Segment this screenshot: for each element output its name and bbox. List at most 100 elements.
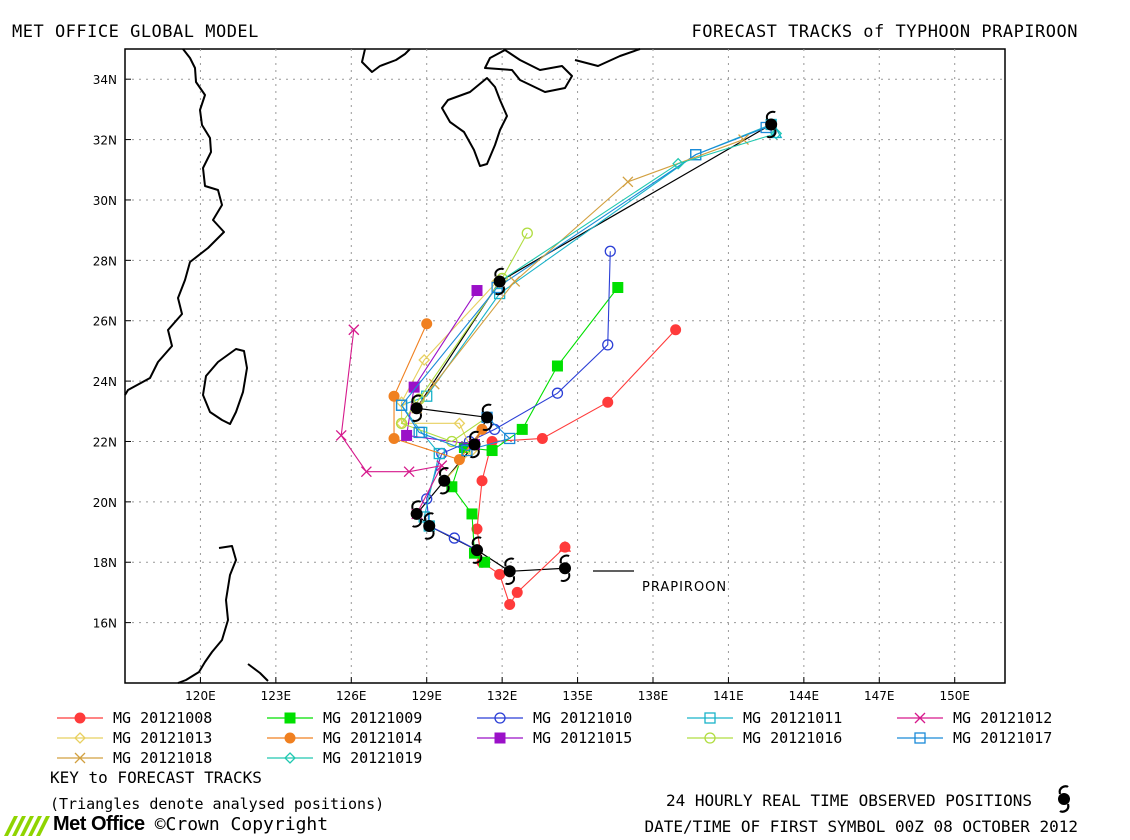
forecast-track [471, 324, 682, 611]
track-point-marker [471, 285, 483, 297]
observed-position-symbols [410, 110, 778, 586]
track-point-marker [770, 127, 783, 140]
observed-track-line [415, 123, 772, 572]
track-point-marker [360, 466, 372, 478]
legend-label: MG 20121018 [113, 749, 213, 767]
kyushu-coast [441, 77, 508, 167]
track-point-marker [914, 732, 926, 744]
forecast-track [493, 127, 783, 288]
header-forecast-title: FORECAST TRACKS of TYPHOON PRAPIROON [691, 22, 1078, 42]
observed-track [415, 123, 772, 572]
lon-tick-label: 129E [411, 689, 442, 703]
forecast-track-line [426, 251, 611, 551]
legend-row: MG 20121008 MG 20121009 MG 20121010 MG 2012… [0, 708, 1130, 728]
legend-label: MG 20121011 [743, 709, 843, 727]
forecast-track [421, 245, 616, 556]
triangles-note: (Triangles denote analysed positions) [50, 795, 385, 813]
lat-tick-label: 28N [93, 254, 117, 268]
legend-label: MG 20121008 [113, 709, 213, 727]
typhoon-symbol-icon [765, 110, 778, 139]
legend-item: MG 20121012 [895, 708, 1052, 728]
lat-tick-label: 20N [93, 496, 117, 510]
track-point-marker [704, 732, 716, 744]
forecast-track-line [400, 126, 767, 452]
track-point-marker [436, 460, 448, 472]
legend-item: MG 20121015 [475, 728, 632, 748]
lat-tick-label: 26N [93, 315, 117, 329]
track-point-marker [418, 354, 431, 366]
track-point-marker [670, 324, 682, 336]
track-point-marker [448, 532, 461, 544]
typhoon-symbol-icon [410, 394, 423, 422]
legend-label: MG 20121012 [953, 709, 1053, 727]
track-point-marker [516, 423, 528, 435]
forecast-track [446, 282, 624, 568]
typhoon-symbol-icon [438, 466, 451, 495]
legend-label: MG 20121009 [323, 709, 423, 727]
track-point-marker [284, 752, 296, 764]
legend-row: MG 20121018 MG 20121019 [0, 748, 1130, 768]
shikoku-honshu-coast [484, 49, 573, 93]
legend-swatch [477, 732, 523, 744]
track-point-marker [494, 568, 506, 580]
track-point-marker [672, 157, 685, 170]
lat-tick-label: 30N [93, 194, 117, 208]
coastlines [124, 48, 641, 684]
forecast-track-line [499, 133, 777, 282]
track-point-marker [284, 712, 296, 724]
track-point-marker [471, 523, 483, 535]
luzon-east-coast [247, 663, 269, 682]
track-point-marker [494, 712, 506, 724]
lat-tick-label: 18N [93, 556, 117, 570]
met-office-logo-icon [4, 816, 50, 836]
track-point-marker [446, 481, 458, 493]
typhoon-symbol-icon [493, 267, 506, 296]
forecast-track [395, 275, 504, 487]
track-point-marker [486, 445, 498, 457]
track-point-marker [284, 732, 296, 744]
forecast-tracks [335, 118, 783, 611]
legend-swatch [687, 712, 733, 724]
legend-item: MG 20121017 [895, 728, 1052, 748]
track-point-marker [511, 586, 523, 598]
track-point-marker [74, 712, 86, 724]
legend-swatch [267, 752, 313, 764]
legend-item: MG 20121011 [685, 708, 842, 728]
typhoon-symbol-icon [410, 500, 423, 528]
legend-item: MG 20121008 [55, 708, 212, 728]
track-point-marker [612, 282, 624, 294]
legend-item: MG 20121016 [685, 728, 842, 748]
forecast-track [395, 121, 772, 457]
typhoon-symbol-icon [468, 430, 481, 459]
track-point-marker [509, 276, 521, 287]
typhoon-symbol-icon [481, 403, 494, 432]
track-point-marker [604, 245, 616, 257]
korea-coast [361, 48, 411, 73]
track-point-marker [335, 429, 347, 441]
track-point-marker [403, 466, 415, 478]
taiwan-coast [202, 348, 248, 425]
met-office-brand: Met Office [53, 812, 145, 835]
typhoon-symbol-icon [423, 512, 436, 540]
lon-tick-label: 132E [487, 689, 518, 703]
lat-tick-label: 16N [93, 617, 117, 631]
track-point-marker [446, 435, 458, 448]
track-point-marker [348, 324, 360, 336]
track-point-marker [395, 399, 408, 411]
legend-swatch [267, 732, 313, 744]
honshu-south-coast [574, 48, 641, 67]
track-point-marker [428, 378, 440, 390]
typhoon-symbol-icon [559, 554, 571, 583]
legend-label: MG 20121013 [113, 729, 213, 747]
forecast-track-line [476, 329, 677, 606]
legend-item: MG 20121014 [265, 728, 422, 748]
legend-item: MG 20121009 [265, 708, 422, 728]
track-point-marker [74, 752, 86, 764]
legend-item: MG 20121018 [55, 748, 212, 768]
lon-tick-label: 144E [789, 689, 820, 703]
legend-swatch [897, 712, 943, 724]
lon-tick-label: 123E [261, 689, 292, 703]
graticule [125, 49, 1005, 683]
lon-tick-label: 126E [336, 689, 367, 703]
legend-label: MG 20121019 [323, 749, 423, 767]
